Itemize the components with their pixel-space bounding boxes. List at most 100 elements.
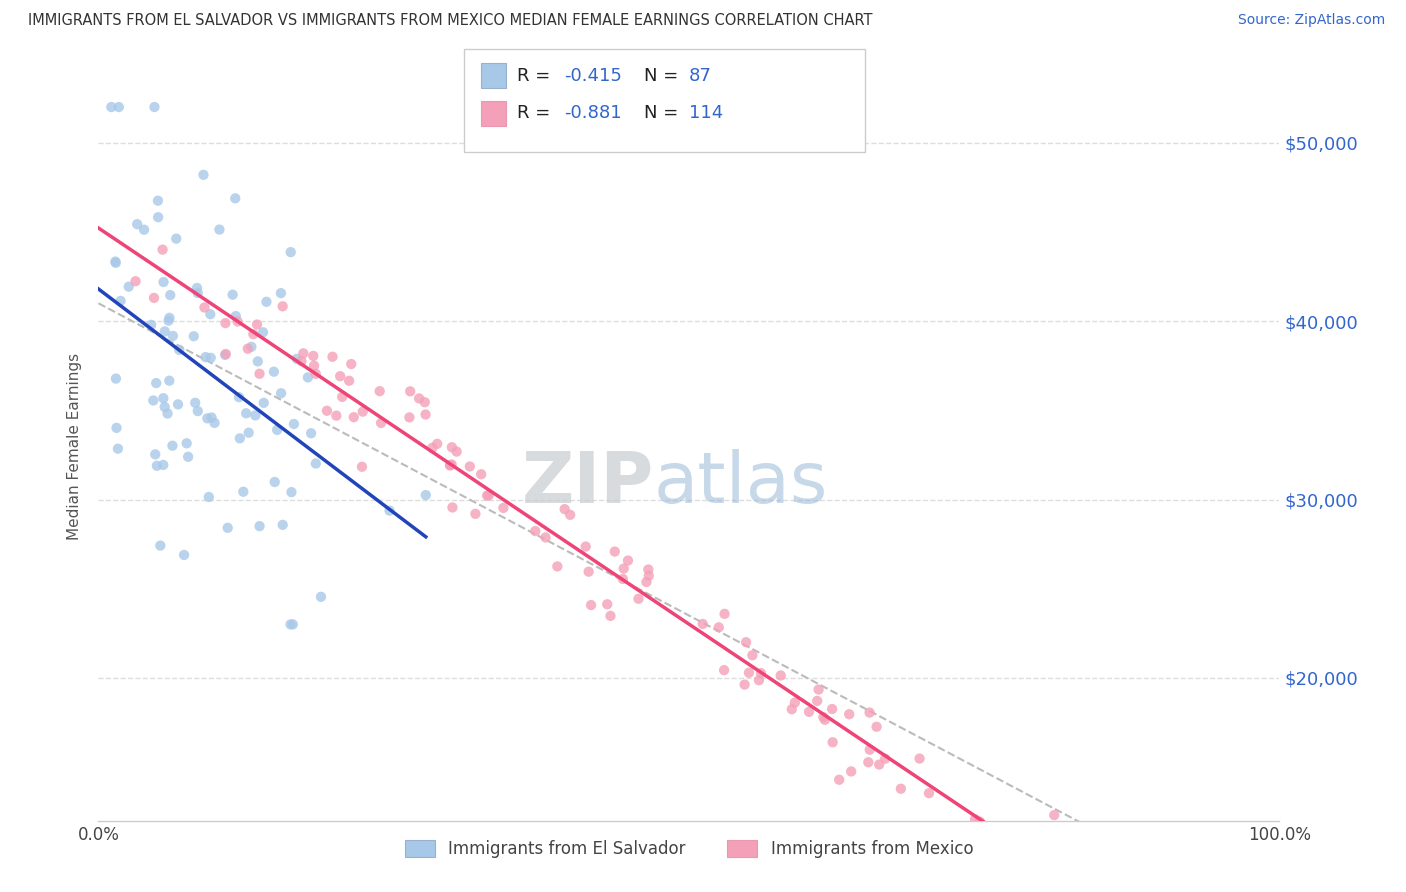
Point bbox=[152, 243, 174, 257]
Point bbox=[253, 396, 276, 410]
Point bbox=[370, 416, 392, 430]
Point bbox=[969, 814, 991, 829]
Point bbox=[224, 191, 246, 205]
Point bbox=[200, 351, 222, 365]
Point bbox=[441, 500, 464, 515]
Point bbox=[270, 386, 292, 401]
Text: 114: 114 bbox=[689, 104, 723, 122]
Point bbox=[1043, 808, 1066, 822]
Point bbox=[141, 318, 163, 332]
Point bbox=[208, 222, 231, 236]
Point bbox=[446, 444, 468, 458]
Point bbox=[187, 404, 209, 418]
Point bbox=[735, 635, 758, 649]
Text: -0.881: -0.881 bbox=[564, 104, 621, 122]
Point bbox=[1078, 885, 1101, 892]
Point bbox=[780, 702, 803, 716]
Point bbox=[142, 393, 165, 408]
Point bbox=[875, 752, 897, 766]
Point bbox=[232, 484, 254, 499]
Point bbox=[439, 458, 461, 473]
Point bbox=[814, 713, 837, 727]
Point bbox=[225, 309, 247, 323]
Point bbox=[692, 616, 714, 631]
Point bbox=[176, 436, 198, 450]
Point bbox=[738, 665, 761, 680]
Point bbox=[1036, 847, 1059, 861]
Point bbox=[184, 396, 207, 410]
Point bbox=[217, 521, 239, 535]
Point bbox=[235, 406, 257, 420]
Point bbox=[108, 100, 131, 114]
Point bbox=[492, 500, 515, 515]
Point bbox=[143, 447, 166, 461]
Point bbox=[146, 194, 169, 208]
Text: Source: ZipAtlas.com: Source: ZipAtlas.com bbox=[1237, 13, 1385, 28]
Point bbox=[283, 417, 305, 431]
Point bbox=[378, 503, 401, 517]
Point bbox=[152, 275, 174, 289]
Point bbox=[309, 590, 332, 604]
Point bbox=[325, 409, 347, 423]
Point bbox=[280, 245, 302, 260]
Point bbox=[426, 437, 449, 451]
Point bbox=[821, 702, 844, 716]
Point bbox=[228, 390, 250, 404]
Point bbox=[560, 508, 582, 522]
Point bbox=[865, 720, 887, 734]
Point bbox=[579, 598, 602, 612]
Point bbox=[297, 370, 319, 384]
Point bbox=[1084, 876, 1107, 890]
Legend: Immigrants from El Salvador, Immigrants from Mexico: Immigrants from El Salvador, Immigrants … bbox=[398, 833, 980, 864]
Point bbox=[152, 391, 174, 405]
Point bbox=[546, 559, 568, 574]
Point bbox=[200, 410, 222, 425]
Point bbox=[104, 254, 127, 268]
Point bbox=[167, 397, 190, 411]
Point bbox=[470, 467, 492, 482]
Point bbox=[599, 608, 621, 623]
Text: -0.415: -0.415 bbox=[564, 67, 621, 85]
Point bbox=[153, 400, 176, 414]
Point bbox=[963, 813, 986, 827]
Point bbox=[617, 553, 640, 567]
Point bbox=[399, 384, 422, 399]
Point bbox=[280, 617, 302, 632]
Point bbox=[143, 100, 166, 114]
Point bbox=[603, 544, 626, 558]
Point bbox=[813, 710, 835, 724]
Point bbox=[159, 310, 181, 325]
Text: R =: R = bbox=[517, 67, 557, 85]
Point bbox=[104, 371, 127, 385]
Point bbox=[118, 279, 141, 293]
Point bbox=[439, 458, 461, 473]
Point bbox=[193, 168, 215, 182]
Point bbox=[145, 376, 167, 390]
Point bbox=[890, 781, 912, 796]
Point bbox=[249, 519, 271, 533]
Point bbox=[398, 410, 420, 425]
Point bbox=[627, 591, 650, 606]
Point bbox=[1046, 876, 1069, 890]
Point bbox=[156, 407, 179, 421]
Point bbox=[159, 288, 181, 302]
Point bbox=[749, 666, 772, 681]
Point bbox=[821, 735, 844, 749]
Point bbox=[263, 475, 285, 489]
Point bbox=[162, 329, 184, 343]
Point bbox=[127, 217, 149, 231]
Y-axis label: Median Female Earnings: Median Female Earnings bbox=[67, 352, 83, 540]
Text: 87: 87 bbox=[689, 67, 711, 85]
Point bbox=[214, 316, 236, 330]
Point bbox=[839, 764, 862, 779]
Point bbox=[741, 648, 763, 663]
Point bbox=[263, 365, 285, 379]
Point bbox=[281, 617, 304, 632]
Point bbox=[575, 540, 598, 554]
Point bbox=[340, 357, 363, 371]
Point bbox=[152, 458, 174, 472]
Point bbox=[475, 489, 498, 503]
Point bbox=[266, 423, 288, 437]
Point bbox=[352, 404, 374, 418]
Point bbox=[321, 350, 343, 364]
